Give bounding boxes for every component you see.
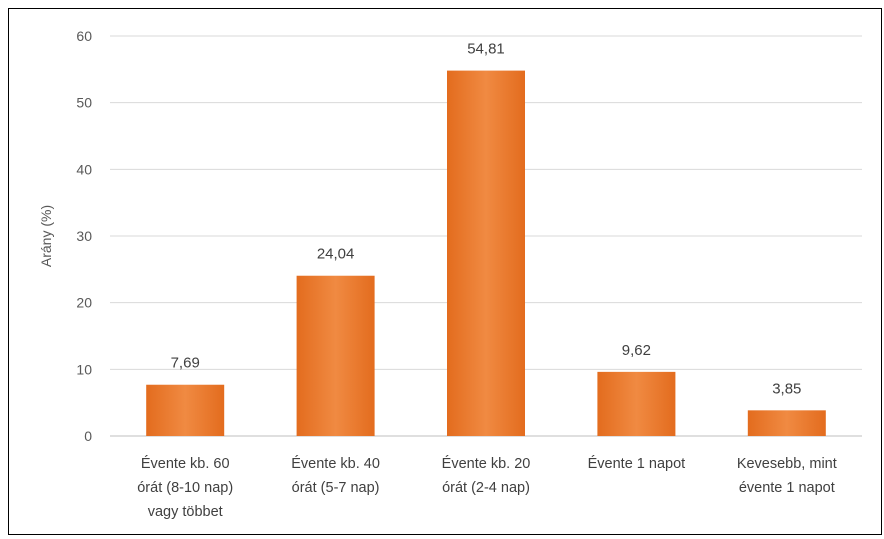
x-category-label: Évente 1 napot (588, 455, 686, 472)
bar (146, 384, 225, 436)
data-labels: 7,69 24,04 54,81 9,62 3,85 (171, 41, 802, 398)
x-category-label: Évente kb. 60 órát (8-10 nap) vagy többet (137, 455, 233, 520)
x-category-label: Kevesebb, mint évente 1 napot (737, 456, 837, 496)
data-label: 24,04 (317, 246, 355, 263)
data-label: 3,85 (772, 380, 801, 397)
x-axis-categories: Évente kb. 60 órát (8-10 nap) vagy többet É… (137, 455, 837, 520)
y-tick-label: 60 (76, 28, 92, 44)
data-label: 7,69 (171, 355, 200, 372)
bar (747, 410, 826, 436)
y-tick-label: 30 (76, 228, 92, 244)
bar (447, 70, 525, 436)
y-tick-label: 20 (76, 295, 92, 311)
y-tick-label: 0 (84, 428, 92, 444)
data-label: 54,81 (467, 41, 505, 58)
data-label: 9,62 (622, 342, 651, 359)
bars (146, 70, 826, 436)
x-category-label: Évente kb. 40 órát (5-7 nap) (291, 455, 380, 496)
y-tick-label: 50 (76, 95, 92, 111)
y-axis-ticks: 0 10 20 30 40 50 60 (76, 28, 92, 444)
bar (296, 275, 375, 436)
x-category-label: Évente kb. 20 órát (2-4 nap) (442, 455, 531, 496)
y-tick-label: 40 (76, 161, 92, 177)
bar (597, 371, 676, 436)
chart-frame (8, 8, 882, 535)
y-tick-label: 10 (76, 361, 92, 377)
y-axis-label: Arány (%) (38, 205, 54, 267)
